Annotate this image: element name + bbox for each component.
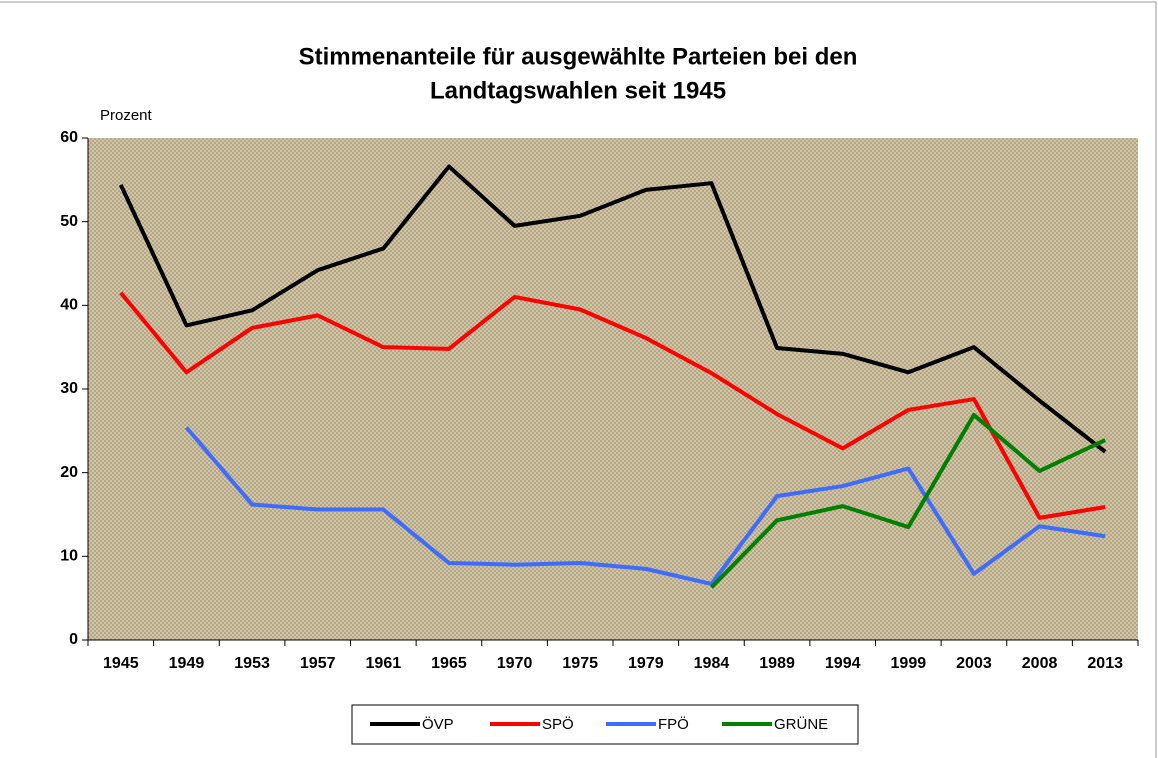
x-tick-label: 1961	[366, 655, 402, 672]
legend-label: GRÜNE	[774, 715, 828, 733]
y-tick-label: 50	[60, 213, 78, 230]
x-tick-label: 1965	[431, 655, 467, 672]
chart-title: Stimmenanteile für ausgewählte Parteien …	[299, 43, 858, 70]
x-tick-label: 2003	[956, 655, 992, 672]
series-line	[119, 164, 1107, 454]
x-tick-label: 2008	[1022, 655, 1058, 672]
legend-label: FPÖ	[658, 715, 689, 733]
series-line	[184, 426, 1106, 586]
y-axis-label: Prozent	[100, 107, 153, 124]
x-tick-label: 1957	[300, 655, 336, 672]
legend-label: SPÖ	[542, 715, 574, 733]
chart-title: Landtagswahlen seit 1945	[430, 77, 726, 104]
y-tick-label: 60	[60, 129, 78, 146]
y-tick-label: 30	[60, 380, 78, 397]
legend	[351, 704, 859, 745]
series-line	[119, 291, 1106, 520]
x-tick-label: 2013	[1087, 655, 1123, 672]
x-tick-label: 1989	[759, 655, 795, 672]
y-tick-label: 0	[69, 631, 78, 648]
series-line	[710, 412, 1107, 589]
x-tick-label: 1953	[234, 655, 270, 672]
x-tick-label: 1949	[169, 655, 205, 672]
y-tick-label: 40	[60, 297, 78, 314]
x-tick-label: 1975	[562, 655, 598, 672]
x-tick-label: 1945	[103, 655, 139, 672]
x-tick-label: 1979	[628, 655, 664, 672]
y-tick-label: 20	[60, 464, 78, 481]
y-tick-label: 10	[60, 548, 78, 565]
x-tick-label: 1970	[497, 655, 533, 672]
x-tick-label: 1999	[891, 655, 927, 672]
legend-label: ÖVP	[422, 715, 454, 733]
x-tick-label: 1994	[825, 655, 861, 672]
x-tick-label: 1984	[694, 655, 730, 672]
